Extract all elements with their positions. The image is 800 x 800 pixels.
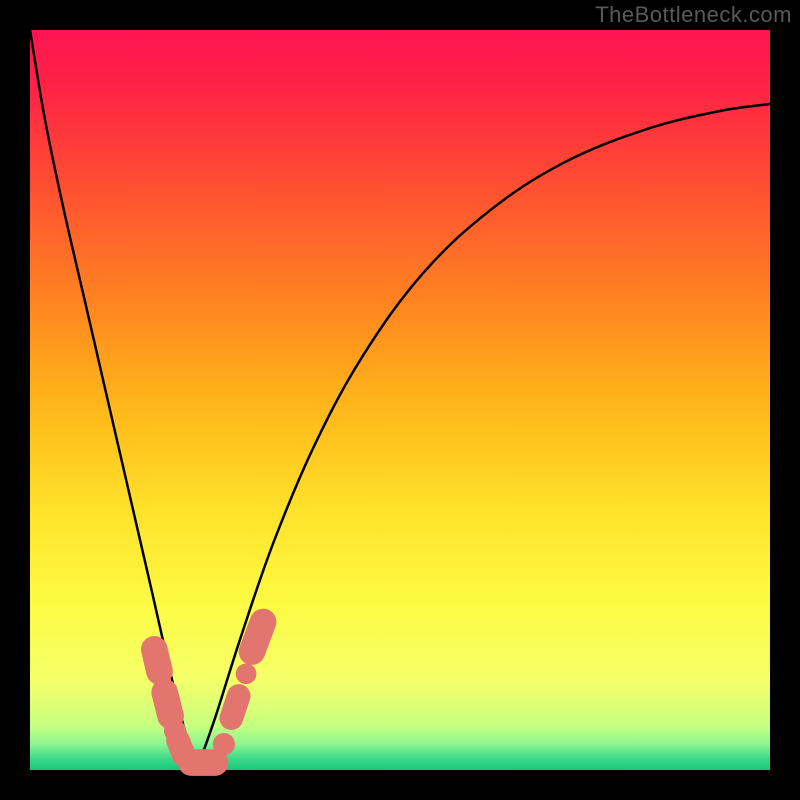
marker-capsule [231,696,238,718]
watermark-text: TheBottleneck.com [595,2,792,28]
marker-dot [213,733,235,755]
marker-capsule [165,692,171,716]
chart-canvas: TheBottleneck.com [0,0,800,800]
marker-dot [236,663,257,684]
plot-area [30,30,770,770]
marker-capsule [252,622,263,652]
marker-capsule [154,649,159,671]
chart-svg [0,0,800,800]
